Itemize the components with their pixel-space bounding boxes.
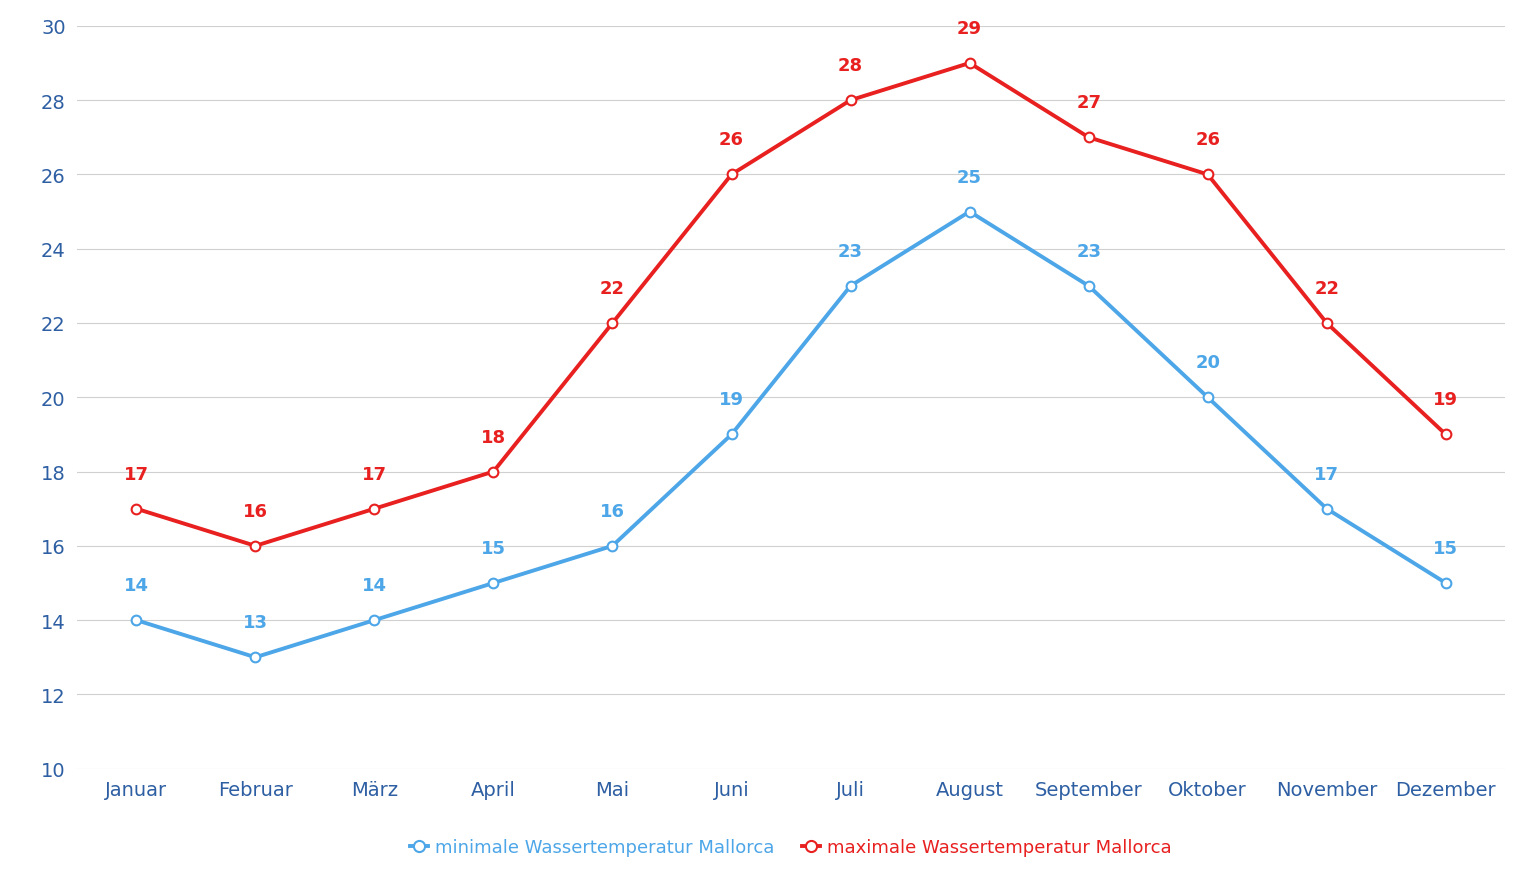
maximale Wassertemperatur Mallorca — [1436, 429, 1455, 440]
maximale Wassertemperatur Mallorca — [1080, 132, 1098, 143]
Text: 14: 14 — [362, 577, 387, 595]
Text: 23: 23 — [839, 242, 863, 260]
minimale Wassertemperatur Mallorca — [604, 541, 622, 552]
Text: 17: 17 — [124, 465, 149, 483]
Legend: minimale Wassertemperatur Mallorca, maximale Wassertemperatur Mallorca: minimale Wassertemperatur Mallorca, maxi… — [402, 831, 1180, 864]
minimale Wassertemperatur Mallorca — [246, 652, 264, 662]
Text: 14: 14 — [124, 577, 149, 595]
Line: maximale Wassertemperatur Mallorca: maximale Wassertemperatur Mallorca — [132, 59, 1450, 551]
Text: 19: 19 — [719, 391, 743, 409]
Text: 19: 19 — [1433, 391, 1458, 409]
minimale Wassertemperatur Mallorca — [484, 578, 502, 588]
maximale Wassertemperatur Mallorca — [366, 503, 384, 514]
maximale Wassertemperatur Mallorca — [1198, 170, 1217, 181]
maximale Wassertemperatur Mallorca — [246, 541, 264, 552]
Text: 15: 15 — [1433, 539, 1458, 557]
Text: 28: 28 — [839, 57, 863, 75]
Text: 16: 16 — [243, 502, 267, 520]
minimale Wassertemperatur Mallorca — [1198, 392, 1217, 403]
minimale Wassertemperatur Mallorca — [127, 615, 146, 626]
Text: 26: 26 — [1195, 131, 1220, 149]
maximale Wassertemperatur Mallorca — [604, 318, 622, 329]
Text: 15: 15 — [481, 539, 505, 557]
Text: 18: 18 — [481, 428, 505, 446]
minimale Wassertemperatur Mallorca — [1436, 578, 1455, 588]
maximale Wassertemperatur Mallorca — [1318, 318, 1336, 329]
Text: 17: 17 — [362, 465, 387, 483]
Text: 26: 26 — [719, 131, 743, 149]
Line: minimale Wassertemperatur Mallorca: minimale Wassertemperatur Mallorca — [132, 207, 1450, 662]
maximale Wassertemperatur Mallorca — [960, 59, 978, 70]
Text: 13: 13 — [243, 613, 267, 631]
minimale Wassertemperatur Mallorca — [960, 207, 978, 217]
maximale Wassertemperatur Mallorca — [484, 467, 502, 477]
Text: 25: 25 — [957, 168, 982, 186]
Text: 17: 17 — [1315, 465, 1339, 483]
maximale Wassertemperatur Mallorca — [842, 96, 860, 106]
minimale Wassertemperatur Mallorca — [366, 615, 384, 626]
minimale Wassertemperatur Mallorca — [1318, 503, 1336, 514]
minimale Wassertemperatur Mallorca — [1080, 281, 1098, 291]
Text: 27: 27 — [1077, 94, 1101, 112]
minimale Wassertemperatur Mallorca — [722, 429, 740, 440]
Text: 22: 22 — [601, 280, 625, 298]
maximale Wassertemperatur Mallorca — [722, 170, 740, 181]
Text: 16: 16 — [601, 502, 625, 520]
Text: 22: 22 — [1315, 280, 1339, 298]
Text: 20: 20 — [1195, 354, 1220, 372]
maximale Wassertemperatur Mallorca — [127, 503, 146, 514]
Text: 23: 23 — [1077, 242, 1101, 260]
Text: 29: 29 — [957, 20, 982, 38]
minimale Wassertemperatur Mallorca — [842, 281, 860, 291]
